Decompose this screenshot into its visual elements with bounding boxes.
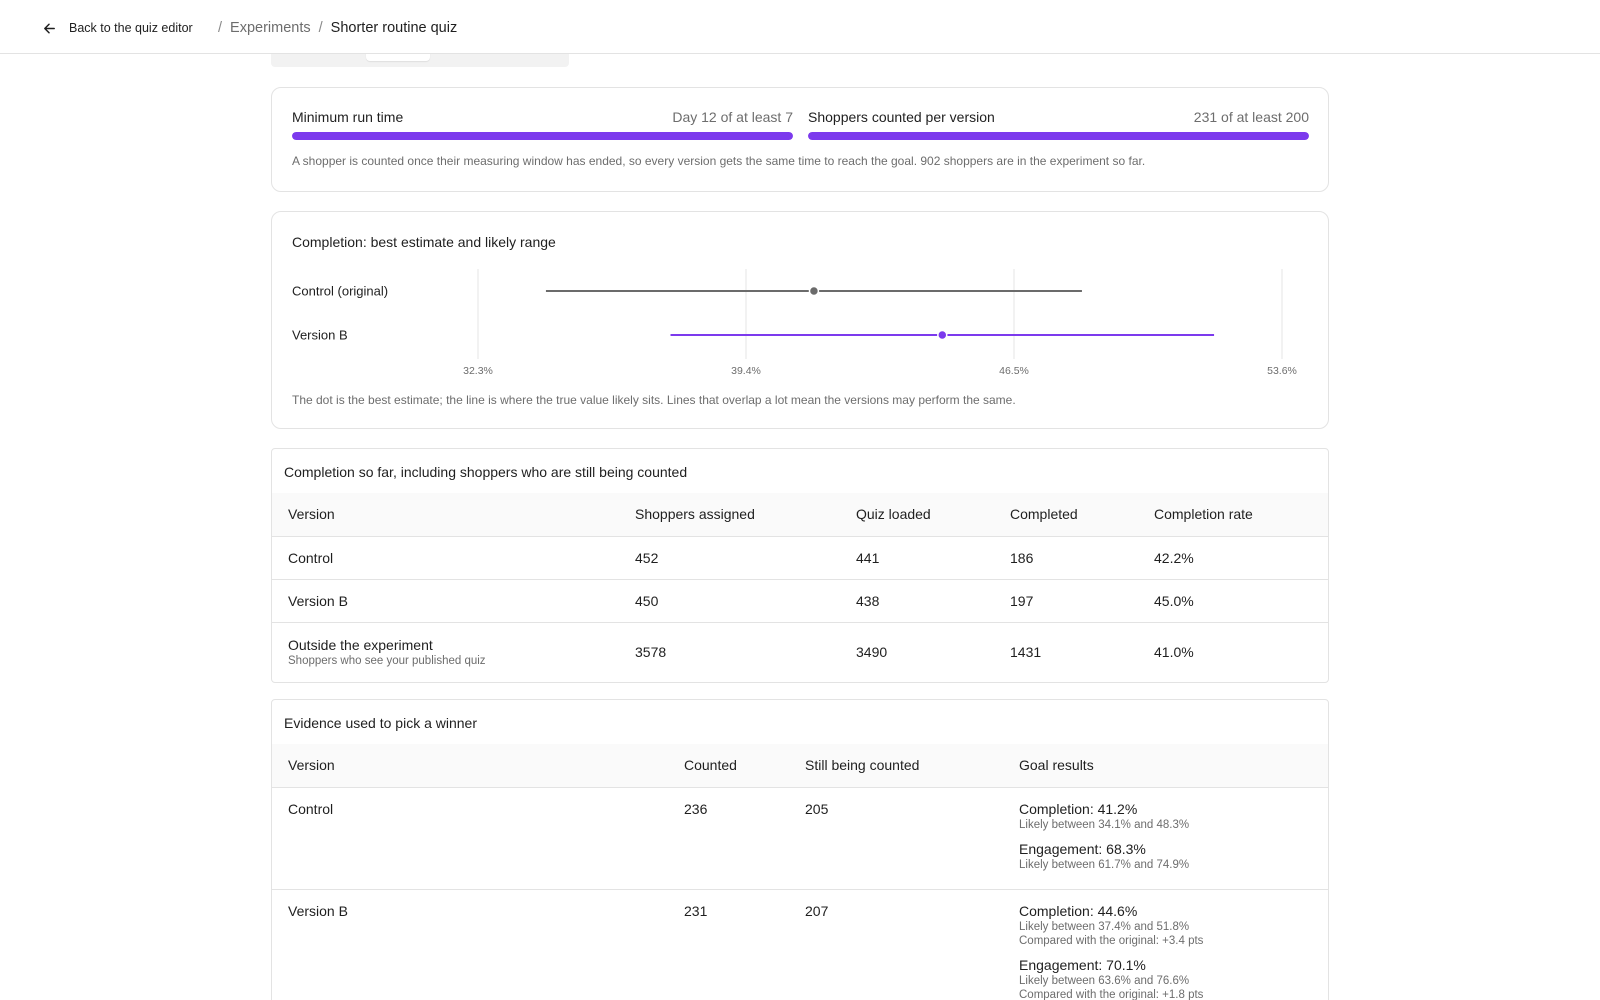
pending-cell: 207: [789, 888, 1003, 1000]
goal-main: Completion: 41.2%: [1019, 800, 1138, 817]
progress-note: A shopper is counted once their measurin…: [292, 154, 1146, 168]
column-header: Quiz loaded: [840, 493, 994, 536]
completed-cell: 1431: [994, 621, 1138, 682]
version-name: Outside the experiment: [288, 637, 433, 654]
shoppers-progress: Shoppers counted per version 231 of at l…: [808, 108, 1309, 140]
column-header: Completed: [994, 493, 1138, 536]
table-row: Version B 450 438 197 45.0%: [272, 578, 1328, 622]
version-cell: Control: [272, 535, 619, 579]
loaded-cell: 3490: [840, 621, 994, 682]
completion-table-title: Completion so far, including shoppers wh…: [284, 464, 688, 480]
breadcrumb-current: Shorter routine quiz: [330, 20, 458, 36]
shoppers-bar: [808, 132, 1309, 140]
table-row: Control 452 441 186 42.2%: [272, 535, 1328, 579]
column-header: Goal results: [1003, 744, 1328, 787]
table-row: Control 236 205 Completion: 41.2% Likely…: [272, 786, 1328, 889]
chart-tick-label: 46.5%: [999, 365, 1029, 377]
evidence-table-card: Evidence used to pick a winner Version C…: [271, 699, 1329, 1000]
column-header: Version: [272, 744, 668, 787]
goal-results-cell: Completion: 44.6% Likely between 37.4% a…: [1003, 888, 1328, 1000]
rate-cell: 41.0%: [1138, 621, 1328, 682]
completed-cell: 186: [994, 535, 1138, 579]
column-header: Version: [272, 493, 619, 536]
goal-results-cell: Completion: 41.2% Likely between 34.1% a…: [1003, 786, 1328, 889]
evidence-table: Version Counted Still being counted Goal…: [272, 744, 1328, 1000]
breadcrumb-experiments[interactable]: Experiments: [230, 20, 311, 36]
goal-result: Completion: 41.2% Likely between 34.1% a…: [1019, 801, 1312, 831]
goal-result: Engagement: 70.1% Likely between 63.6% a…: [1019, 957, 1312, 1000]
column-header: Shoppers assigned: [619, 493, 840, 536]
estimate-chart-card: Completion: best estimate and likely ran…: [271, 211, 1329, 429]
table-row: Version B 231 207 Completion: 44.6% Like…: [272, 888, 1328, 1000]
counted-cell: 231: [668, 888, 789, 1000]
chart-note: The dot is the best estimate; the line i…: [292, 393, 1016, 407]
breadcrumb-separator: /: [318, 20, 323, 36]
chart-tick-label: 39.4%: [731, 365, 761, 377]
column-header: Completion rate: [1138, 493, 1328, 536]
rate-cell: 45.0%: [1138, 578, 1328, 622]
completion-table-card: Completion so far, including shoppers wh…: [271, 448, 1329, 683]
goal-main: Engagement: 70.1%: [1019, 956, 1146, 973]
back-link-label[interactable]: Back to the quiz editor: [69, 21, 193, 35]
chart-tick-label: 32.3%: [463, 365, 493, 377]
goal-detail: Likely between 63.6% and 76.6%: [1019, 974, 1190, 987]
loaded-cell: 438: [840, 578, 994, 622]
arrow-left-icon: [44, 23, 55, 33]
goal-detail: Likely between 34.1% and 48.3%: [1019, 818, 1190, 831]
completed-cell: 197: [994, 578, 1138, 622]
assigned-cell: 3578: [619, 621, 840, 682]
version-cell: Version B: [272, 578, 619, 622]
table-header-row: Version Counted Still being counted Goal…: [272, 744, 1328, 787]
breadcrumb: / Experiments / Shorter routine quiz: [218, 16, 457, 40]
completion-table: Version Shoppers assigned Quiz loaded Co…: [272, 493, 1328, 682]
rate-cell: 42.2%: [1138, 535, 1328, 579]
pending-cell: 205: [789, 786, 1003, 889]
version-subtext: Shoppers who see your published quiz: [288, 655, 486, 668]
assigned-cell: 452: [619, 535, 840, 579]
shoppers-value: 231 of at least 200: [1193, 109, 1309, 125]
evidence-table-title: Evidence used to pick a winner: [284, 715, 477, 731]
goal-comparison: Compared with the original: +1.8 pts: [1019, 988, 1204, 1000]
table-row: Outside the experiment Shoppers who see …: [272, 621, 1328, 682]
goal-main: Engagement: 68.3%: [1019, 840, 1146, 857]
version-cell: Version B: [272, 888, 668, 1000]
column-header: Counted: [668, 744, 789, 787]
goal-comparison: Compared with the original: +3.4 pts: [1019, 934, 1204, 947]
chart-tick-label: 53.6%: [1267, 365, 1297, 377]
version-cell: Outside the experiment Shoppers who see …: [272, 621, 619, 682]
breadcrumb-separator: /: [218, 20, 223, 36]
chart-estimate-dot: [937, 329, 948, 341]
goal-result: Completion: 44.6% Likely between 37.4% a…: [1019, 903, 1312, 947]
run-time-value: Day 12 of at least 7: [672, 109, 793, 125]
run-time-progress: Minimum run time Day 12 of at least 7: [292, 108, 793, 140]
progress-card: Minimum run time Day 12 of at least 7 Sh…: [271, 87, 1329, 192]
run-time-label: Minimum run time: [292, 109, 404, 125]
top-bar: Back to the quiz editor / Experiments / …: [0, 0, 1600, 54]
loaded-cell: 441: [840, 535, 994, 579]
chart-series-label: Version B: [292, 328, 348, 343]
shoppers-label: Shoppers counted per version: [808, 109, 995, 125]
chart-series-label: Control (original): [292, 284, 388, 299]
run-time-bar-fill: [292, 132, 793, 140]
column-header: Still being counted: [789, 744, 1003, 787]
shoppers-bar-fill: [808, 132, 1309, 140]
estimate-chart: 32.3% 39.4% 46.5% 53.6% Control (original) Ve…: [292, 269, 1297, 377]
run-time-bar: [292, 132, 793, 140]
chart-estimate-dot: [808, 285, 820, 297]
goal-result: Engagement: 68.3% Likely between 61.7% a…: [1019, 841, 1312, 871]
goal-detail: Likely between 37.4% and 51.8%: [1019, 920, 1190, 933]
table-header-row: Version Shoppers assigned Quiz loaded Co…: [272, 493, 1328, 536]
counted-cell: 236: [668, 786, 789, 889]
assigned-cell: 450: [619, 578, 840, 622]
goal-main: Completion: 44.6%: [1019, 902, 1138, 919]
chart-title: Completion: best estimate and likely ran…: [292, 234, 556, 250]
back-to-editor-link[interactable]: Back to the quiz editor: [42, 17, 193, 39]
goal-detail: Likely between 61.7% and 74.9%: [1019, 858, 1190, 871]
version-cell: Control: [272, 786, 668, 889]
